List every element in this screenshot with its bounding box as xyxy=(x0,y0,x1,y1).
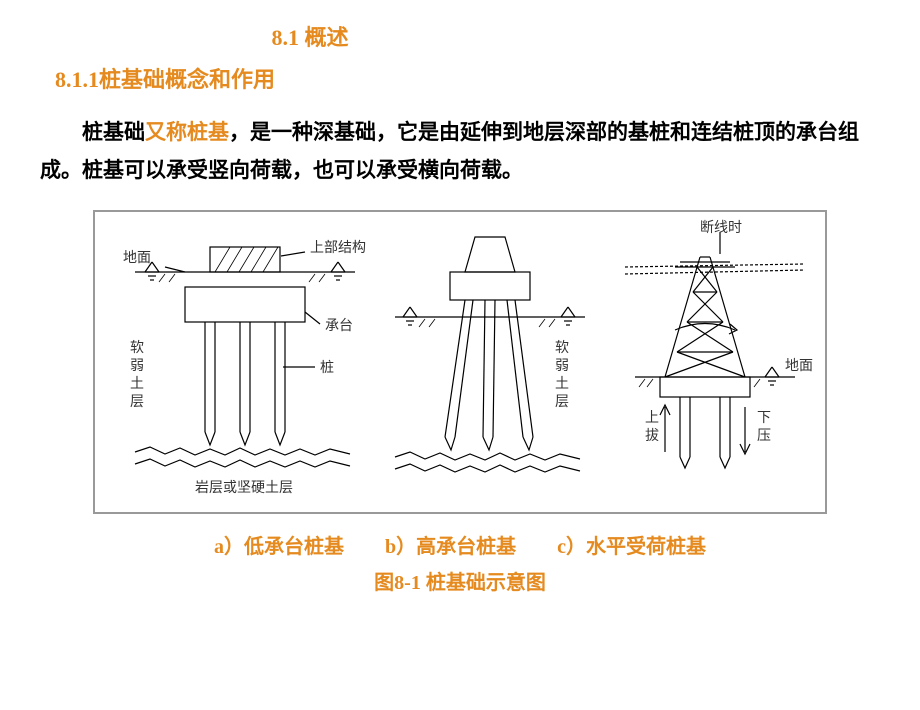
label-a-soft1: 软 xyxy=(130,340,144,356)
diagram-a xyxy=(135,247,355,467)
indent xyxy=(40,120,82,144)
figure-8-1: 地面 上部结构 承台 软 弱 土 层 桩 岩层或坚硬土层 xyxy=(93,210,827,514)
text-seg1: 桩基础 xyxy=(82,120,145,144)
label-a-pile: 桩 xyxy=(320,359,334,376)
caption-line-1: a）低承台桩基 b）高承台桩基 c）水平受荷桩基 xyxy=(0,529,920,565)
label-a-soft2: 弱 xyxy=(130,359,144,374)
body-paragraph: 桩基础又称桩基，是一种深基础，它是由延伸到地层深部的基桩和连结桩顶的承台组成。桩… xyxy=(40,114,880,190)
label-c-ground: 地面 xyxy=(785,358,813,374)
label-a-rock: 岩层或坚硬土层 xyxy=(195,480,293,496)
label-a-soft4: 层 xyxy=(130,395,144,410)
figure-captions: a）低承台桩基 b）高承台桩基 c）水平受荷桩基 图8-1 桩基础示意图 xyxy=(0,529,920,601)
caption-b: b）高承台桩基 xyxy=(385,536,516,558)
label-a-cap: 承台 xyxy=(325,318,353,334)
label-c-down1: 下 xyxy=(757,411,771,426)
label-b-soft2: 弱 xyxy=(555,359,569,374)
caption-fig: 图8-1 桩基础示意图 xyxy=(0,565,920,601)
label-b-soft4: 层 xyxy=(555,395,569,410)
label-a-soft3: 土 xyxy=(130,376,144,392)
label-a-super: 上部结构 xyxy=(310,240,366,256)
caption-a: a）低承台桩基 xyxy=(214,536,344,558)
text-seg2-highlight: 又称桩基 xyxy=(145,120,229,144)
label-b-soft1: 软 xyxy=(555,340,569,356)
label-c-up2: 拔 xyxy=(645,428,659,444)
section-title: 8.1 概述 xyxy=(0,20,920,52)
caption-c: c）水平受荷桩基 xyxy=(557,536,706,558)
diagram-svg: 地面 上部结构 承台 软 弱 土 层 桩 岩层或坚硬土层 xyxy=(95,212,825,512)
label-c-break: 断线时 xyxy=(700,220,742,236)
subsection-title: 8.1.1桩基础概念和作用 xyxy=(55,62,920,94)
label-c-down2: 压 xyxy=(757,429,771,444)
label-a-ground: 地面 xyxy=(123,250,151,266)
label-b-soft3: 土 xyxy=(555,376,569,392)
label-c-up1: 上 xyxy=(645,410,659,426)
